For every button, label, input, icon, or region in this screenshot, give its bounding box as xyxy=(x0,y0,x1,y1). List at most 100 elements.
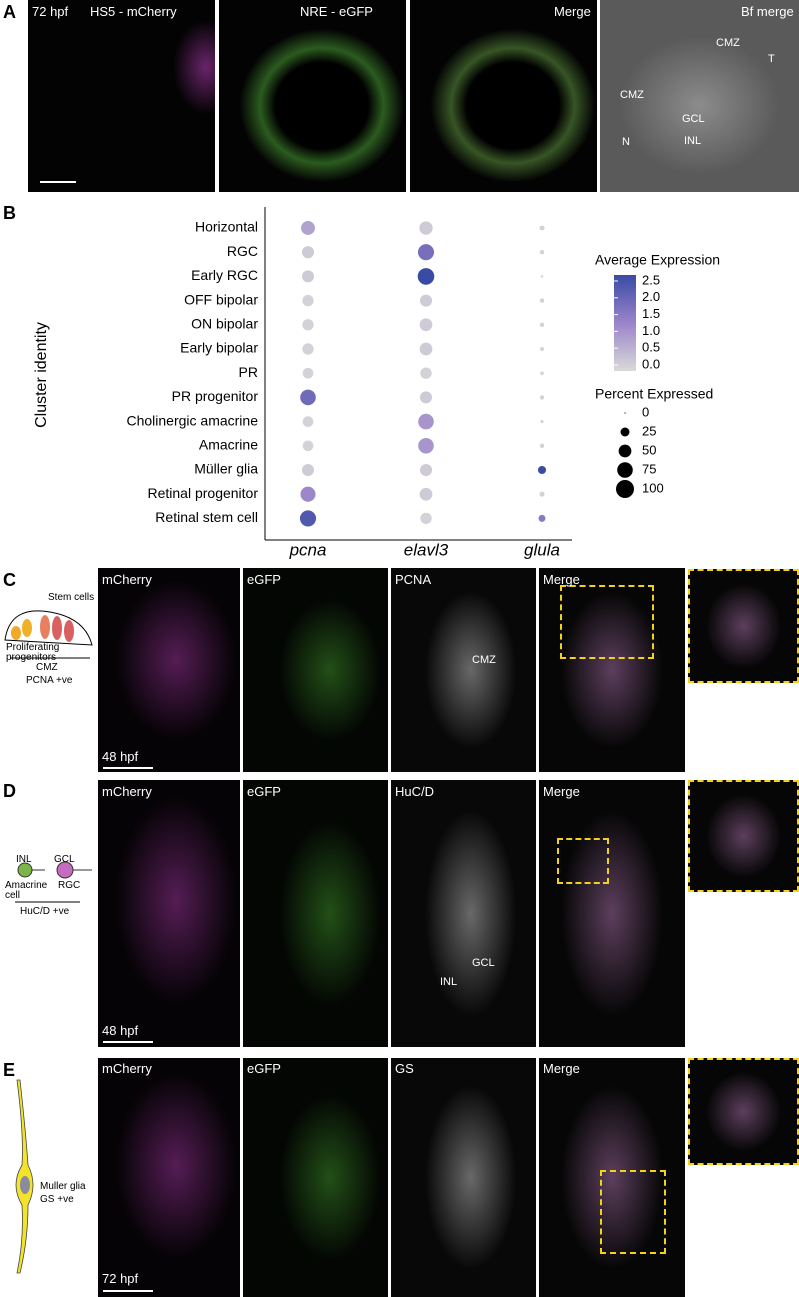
annotation: INL xyxy=(684,135,702,147)
y-tick-label: Horizontal xyxy=(195,219,258,235)
schematic-label: INL xyxy=(16,854,32,865)
micrograph xyxy=(219,0,406,192)
annotation: GCL xyxy=(682,113,705,125)
dot xyxy=(418,438,434,454)
size-label: 25 xyxy=(642,423,656,438)
dot xyxy=(540,275,544,278)
dot xyxy=(539,249,545,255)
colorbar-label: 0.0 xyxy=(642,356,660,371)
panel-label: E xyxy=(3,1060,16,1080)
schematic-label: Proliferating progenitors xyxy=(6,642,60,663)
micrograph xyxy=(98,1058,240,1297)
schematic-label: PCNA +ve xyxy=(26,675,73,686)
schematic xyxy=(15,861,92,903)
annotation: GCL xyxy=(472,957,495,969)
size-key xyxy=(618,444,632,458)
dot xyxy=(301,246,315,259)
image-label: Merge xyxy=(543,572,580,587)
colorbar-label: 1.5 xyxy=(642,306,660,321)
image-label: mCherry xyxy=(102,572,152,587)
image-label: HuC/D xyxy=(395,784,435,799)
cell xyxy=(52,616,62,640)
schematic xyxy=(15,1079,34,1274)
stage-label: 48 hpf xyxy=(102,1023,139,1038)
micrograph xyxy=(243,1058,388,1297)
schematic-label: GS +ve xyxy=(40,1194,74,1205)
dot xyxy=(539,346,545,352)
cell xyxy=(40,615,50,639)
image-label: eGFP xyxy=(247,1061,281,1076)
dot xyxy=(300,389,316,406)
image-label: Merge xyxy=(554,4,591,19)
micrograph xyxy=(391,568,536,772)
x-tick-label: glula xyxy=(524,540,560,559)
schematic-label: CMZ xyxy=(36,662,58,673)
x-tick-label: elavl3 xyxy=(404,540,449,559)
micrograph xyxy=(243,780,388,1047)
annotation: CMZ xyxy=(716,37,740,49)
dot xyxy=(302,440,314,452)
legend-title: Average Expression xyxy=(595,252,720,268)
schematic-label: HuC/D +ve xyxy=(20,906,70,917)
micrograph xyxy=(539,568,685,772)
scale-bar xyxy=(103,1290,153,1292)
dot xyxy=(539,443,545,449)
image-label: eGFP xyxy=(247,784,281,799)
y-tick-label: ON bipolar xyxy=(191,316,258,332)
dot xyxy=(419,391,433,404)
cmz-outline xyxy=(4,610,93,646)
dot-plot: Cluster identity Average Expression Perc… xyxy=(33,207,720,559)
size-key xyxy=(616,480,634,498)
micrograph xyxy=(539,1058,685,1297)
dot xyxy=(419,318,433,332)
scale-bar xyxy=(40,181,76,183)
colorbar xyxy=(614,275,636,371)
annotation: CMZ xyxy=(620,89,644,101)
size-label: 50 xyxy=(642,442,656,457)
dot xyxy=(419,294,433,307)
y-tick-label: Retinal stem cell xyxy=(155,509,258,525)
colorbar-label: 0.5 xyxy=(642,340,660,355)
y-tick-label: PR progenitor xyxy=(172,388,259,404)
y-tick-label: Early RGC xyxy=(191,267,258,283)
size-key xyxy=(624,412,626,414)
image-label: PCNA xyxy=(395,572,432,587)
micrograph xyxy=(600,0,799,192)
size-key xyxy=(620,427,630,437)
dot xyxy=(302,367,314,379)
image-label: mCherry xyxy=(102,784,152,799)
dot xyxy=(540,420,544,424)
size-label: 0 xyxy=(642,404,649,419)
dot xyxy=(300,486,316,502)
colorbar-label: 1.0 xyxy=(642,323,660,338)
y-tick-label: Early bipolar xyxy=(180,340,258,356)
panel-label: C xyxy=(3,570,16,590)
dot xyxy=(539,225,545,231)
schematic-label: Amacrine cell xyxy=(5,880,48,901)
image-label: Merge xyxy=(543,784,580,799)
schematic-label: GCL xyxy=(54,854,75,865)
micrograph xyxy=(410,0,597,192)
dot xyxy=(539,491,545,497)
zoom-box xyxy=(560,585,654,659)
dot xyxy=(419,221,433,235)
y-tick-label: Amacrine xyxy=(199,437,258,453)
dot xyxy=(420,367,432,379)
micrograph xyxy=(391,780,536,1047)
y-tick-label: Cholinergic amacrine xyxy=(126,412,258,428)
cell xyxy=(17,862,33,878)
dot xyxy=(302,319,314,331)
dot xyxy=(419,463,433,477)
micrograph xyxy=(243,568,388,772)
dot xyxy=(417,268,435,285)
inset xyxy=(688,1058,799,1165)
y-tick-label: Müller glia xyxy=(194,461,258,477)
y-tick-label: RGC xyxy=(227,243,258,259)
dot xyxy=(418,413,434,430)
image-label: eGFP xyxy=(247,572,281,587)
schematic-label: Muller glia xyxy=(40,1181,86,1192)
annotation: INL xyxy=(440,976,458,988)
scale-bar xyxy=(103,767,153,769)
dot xyxy=(420,512,432,525)
schematic-label: RGC xyxy=(58,880,81,891)
